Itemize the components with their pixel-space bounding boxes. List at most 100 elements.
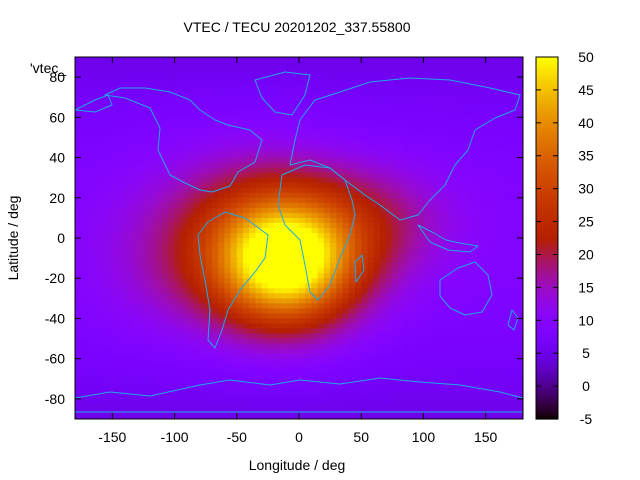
heatmap-cell [274,303,281,309]
heatmap-cell [305,87,312,93]
heatmap-cell [336,162,344,169]
heatmap-cell [137,57,144,63]
heatmap-cell [193,243,200,249]
heatmap-cell [392,142,400,148]
heatmap-cell [137,197,144,204]
heatmap-cell [149,353,157,360]
heatmap-cell [280,67,288,73]
heatmap-cell [392,67,400,73]
heatmap-cell [299,358,306,365]
heatmap-cell [112,97,120,103]
heatmap-cell [448,258,456,264]
heatmap-cell [162,368,169,375]
heatmap-cell [187,293,194,299]
heatmap-cell [168,97,176,103]
heatmap-cell [317,298,325,304]
heatmap-cell [174,137,182,143]
heatmap-cell [498,117,505,123]
heatmap-cell [342,373,350,380]
heatmap-cell [485,238,493,244]
heatmap-cell [174,248,182,254]
heatmap-cell [361,167,368,174]
heatmap-cell [323,202,331,209]
heatmap-cell [367,207,375,214]
heatmap-cell [286,142,294,148]
heatmap-cell [87,403,95,410]
heatmap-cell [261,328,269,335]
heatmap-cell [224,62,232,68]
heatmap-cell [473,323,480,329]
heatmap-cell [398,388,406,395]
heatmap-cell [423,232,431,239]
heatmap-cell [162,92,169,98]
heatmap-cell [280,117,288,123]
heatmap-cell [99,243,107,249]
heatmap-cell [504,313,512,319]
heatmap-cell [187,298,194,304]
heatmap-cell [330,202,337,209]
heatmap-cell [168,248,176,254]
heatmap-cell [311,248,319,254]
heatmap-cell [411,398,418,405]
heatmap-cell [187,363,194,370]
heatmap-cell [249,268,256,274]
heatmap-cell [162,388,169,395]
heatmap-cell [292,333,300,340]
heatmap-cell [149,227,157,234]
heatmap-cell [168,363,176,370]
heatmap-cell [454,388,462,395]
heatmap-cell [118,273,126,279]
heatmap-cell [323,197,331,204]
heatmap-cell [510,348,518,355]
heatmap-cell [379,388,387,395]
heatmap-cell [112,318,120,324]
heatmap-cell [473,197,480,204]
heatmap-cell [180,358,188,365]
heatmap-cell [398,368,406,375]
heatmap-cell [485,107,493,113]
heatmap-cell [75,202,82,209]
heatmap-cell [417,238,424,244]
heatmap-cell [448,57,456,63]
heatmap-cell [286,77,294,83]
heatmap-cell [261,97,269,103]
heatmap-cell [162,132,169,138]
heatmap-cell [81,243,88,249]
heatmap-cell [504,393,512,400]
heatmap-cell [491,383,499,390]
heatmap-cell [491,172,499,179]
heatmap-cell [143,363,151,370]
heatmap-cell [317,308,325,314]
heatmap-cell [274,117,281,123]
heatmap-cell [498,122,505,128]
heatmap-cell [485,132,493,138]
heatmap-cell [485,167,493,174]
heatmap-cell [118,202,126,209]
heatmap-cell [479,212,487,219]
heatmap-cell [124,227,132,234]
heatmap-cell [292,303,300,309]
heatmap-cell [379,373,387,380]
heatmap-cell [429,72,437,78]
heatmap-cell [274,273,281,279]
heatmap-cell [336,57,344,63]
heatmap-cell [336,308,344,314]
heatmap-cell [143,132,151,138]
heatmap-cell [93,87,101,93]
heatmap-cell [218,207,225,214]
heatmap-cell [99,238,107,244]
heatmap-cell [317,278,325,284]
heatmap-cell [280,268,288,274]
heatmap-cell [143,383,151,390]
heatmap-cell [75,122,82,128]
heatmap-cell [118,398,126,405]
heatmap-cell [261,92,269,98]
heatmap-cell [460,62,468,68]
heatmap-cell [118,253,126,259]
heatmap-cell [261,147,269,154]
heatmap-cell [143,373,151,380]
heatmap-cell [429,177,437,184]
heatmap-cell [373,127,381,133]
heatmap-cell [180,263,188,269]
heatmap-cell [373,217,381,224]
